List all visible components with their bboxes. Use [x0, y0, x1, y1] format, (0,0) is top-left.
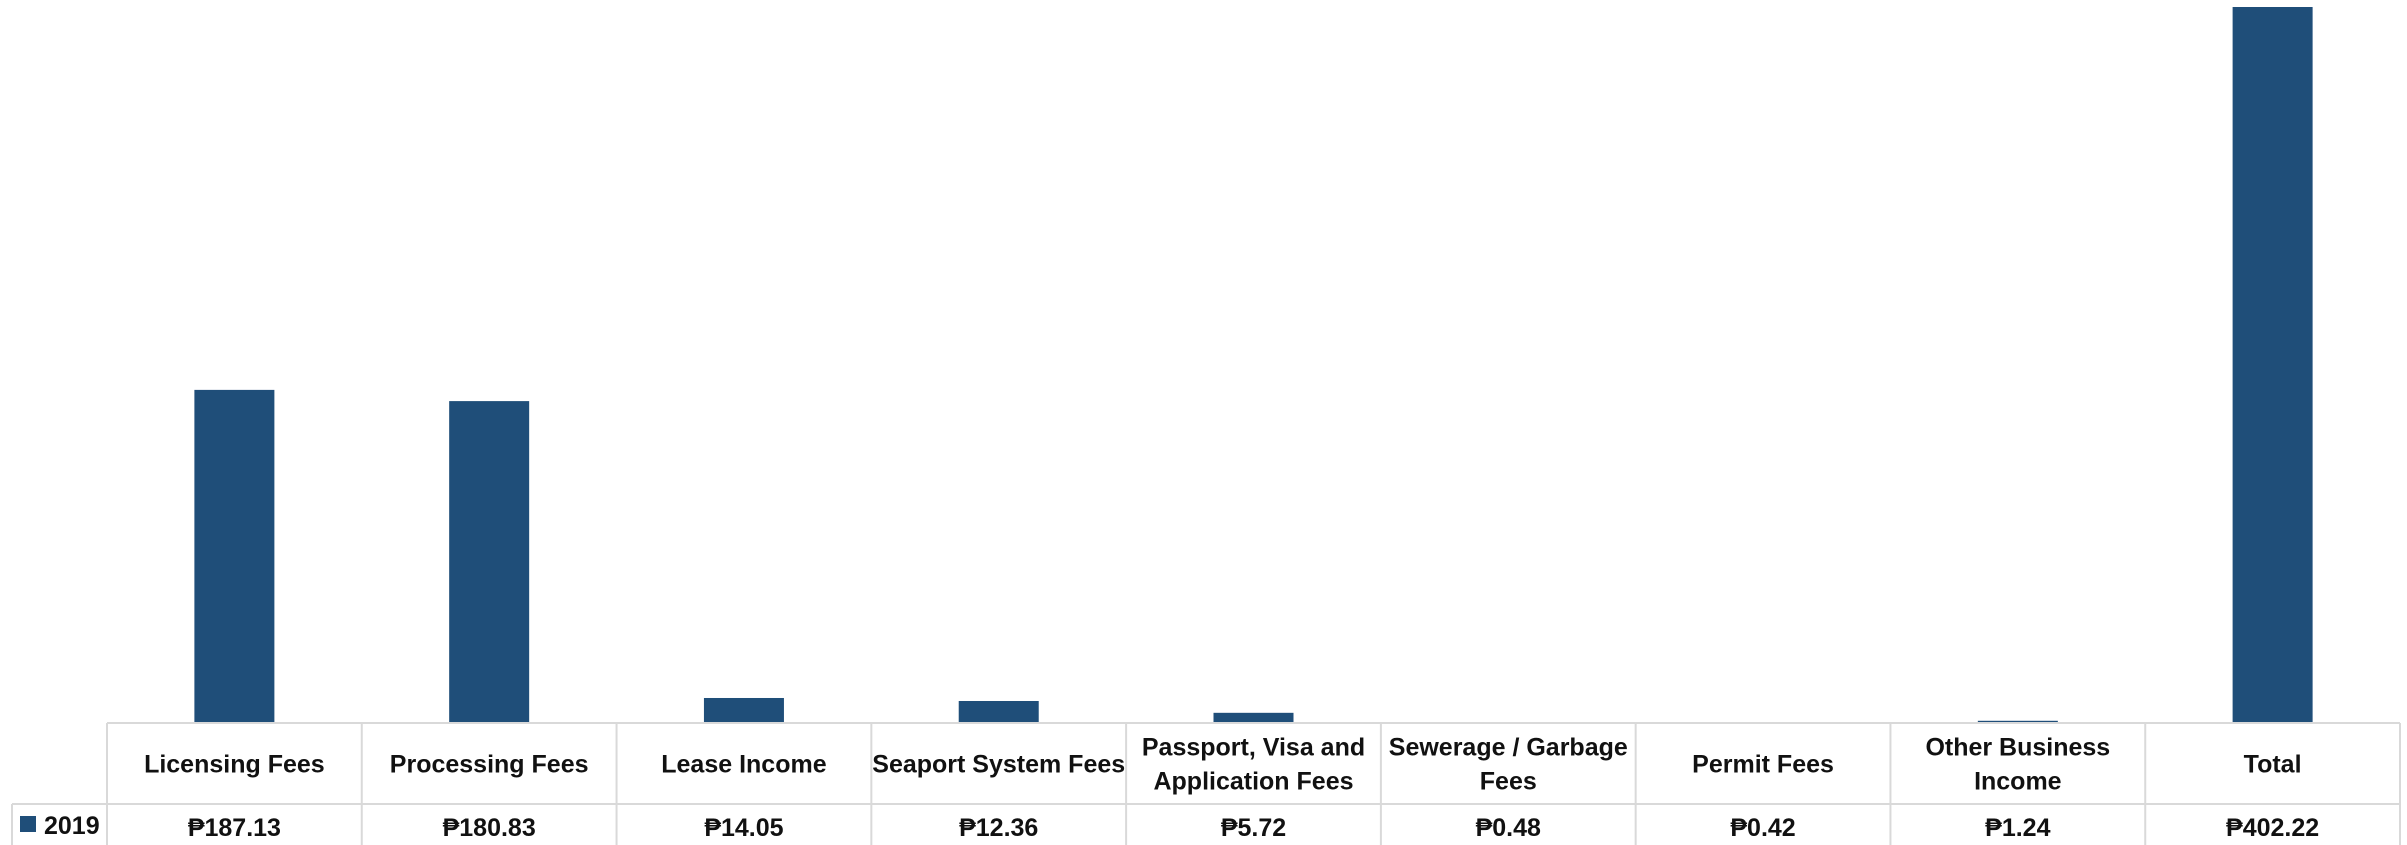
value-label: ₱12.36 [959, 814, 1038, 842]
value-label: ₱402.22 [2226, 814, 2319, 842]
legend-swatch [20, 816, 36, 832]
value-label: ₱0.48 [1476, 814, 1541, 842]
bar [958, 700, 1039, 723]
category-label: Licensing Fees [144, 751, 325, 779]
bar [1977, 720, 2058, 723]
category-label: Other Business Income [1925, 734, 2110, 796]
value-label: ₱187.13 [188, 814, 281, 842]
category-label: Processing Fees [390, 751, 589, 779]
bars-layer [194, 7, 2313, 723]
category-label: Lease Income [661, 751, 826, 779]
bar [703, 697, 784, 723]
category-label: Total [2244, 751, 2302, 779]
labels-layer: Licensing Fees Processing Fees Lease Incom… [20, 734, 2319, 842]
bar [1213, 712, 1294, 723]
value-label: ₱5.72 [1221, 814, 1286, 842]
bar [194, 389, 275, 723]
category-label: Seaport System Fees [872, 751, 1125, 779]
value-label: ₱0.42 [1730, 814, 1795, 842]
category-label: Sewerage / Garbage Fees [1389, 734, 1628, 796]
category-label: Passport, Visa and Application Fees [1142, 734, 1365, 796]
data-table [11, 722, 2401, 845]
value-label: ₱14.05 [704, 814, 783, 842]
bar [2232, 7, 2313, 723]
value-label: ₱180.83 [443, 814, 536, 842]
value-label: ₱1.24 [1985, 814, 2050, 842]
series-name-label: 2019 [44, 812, 100, 840]
bar [449, 401, 530, 723]
category-label: Permit Fees [1692, 751, 1834, 779]
